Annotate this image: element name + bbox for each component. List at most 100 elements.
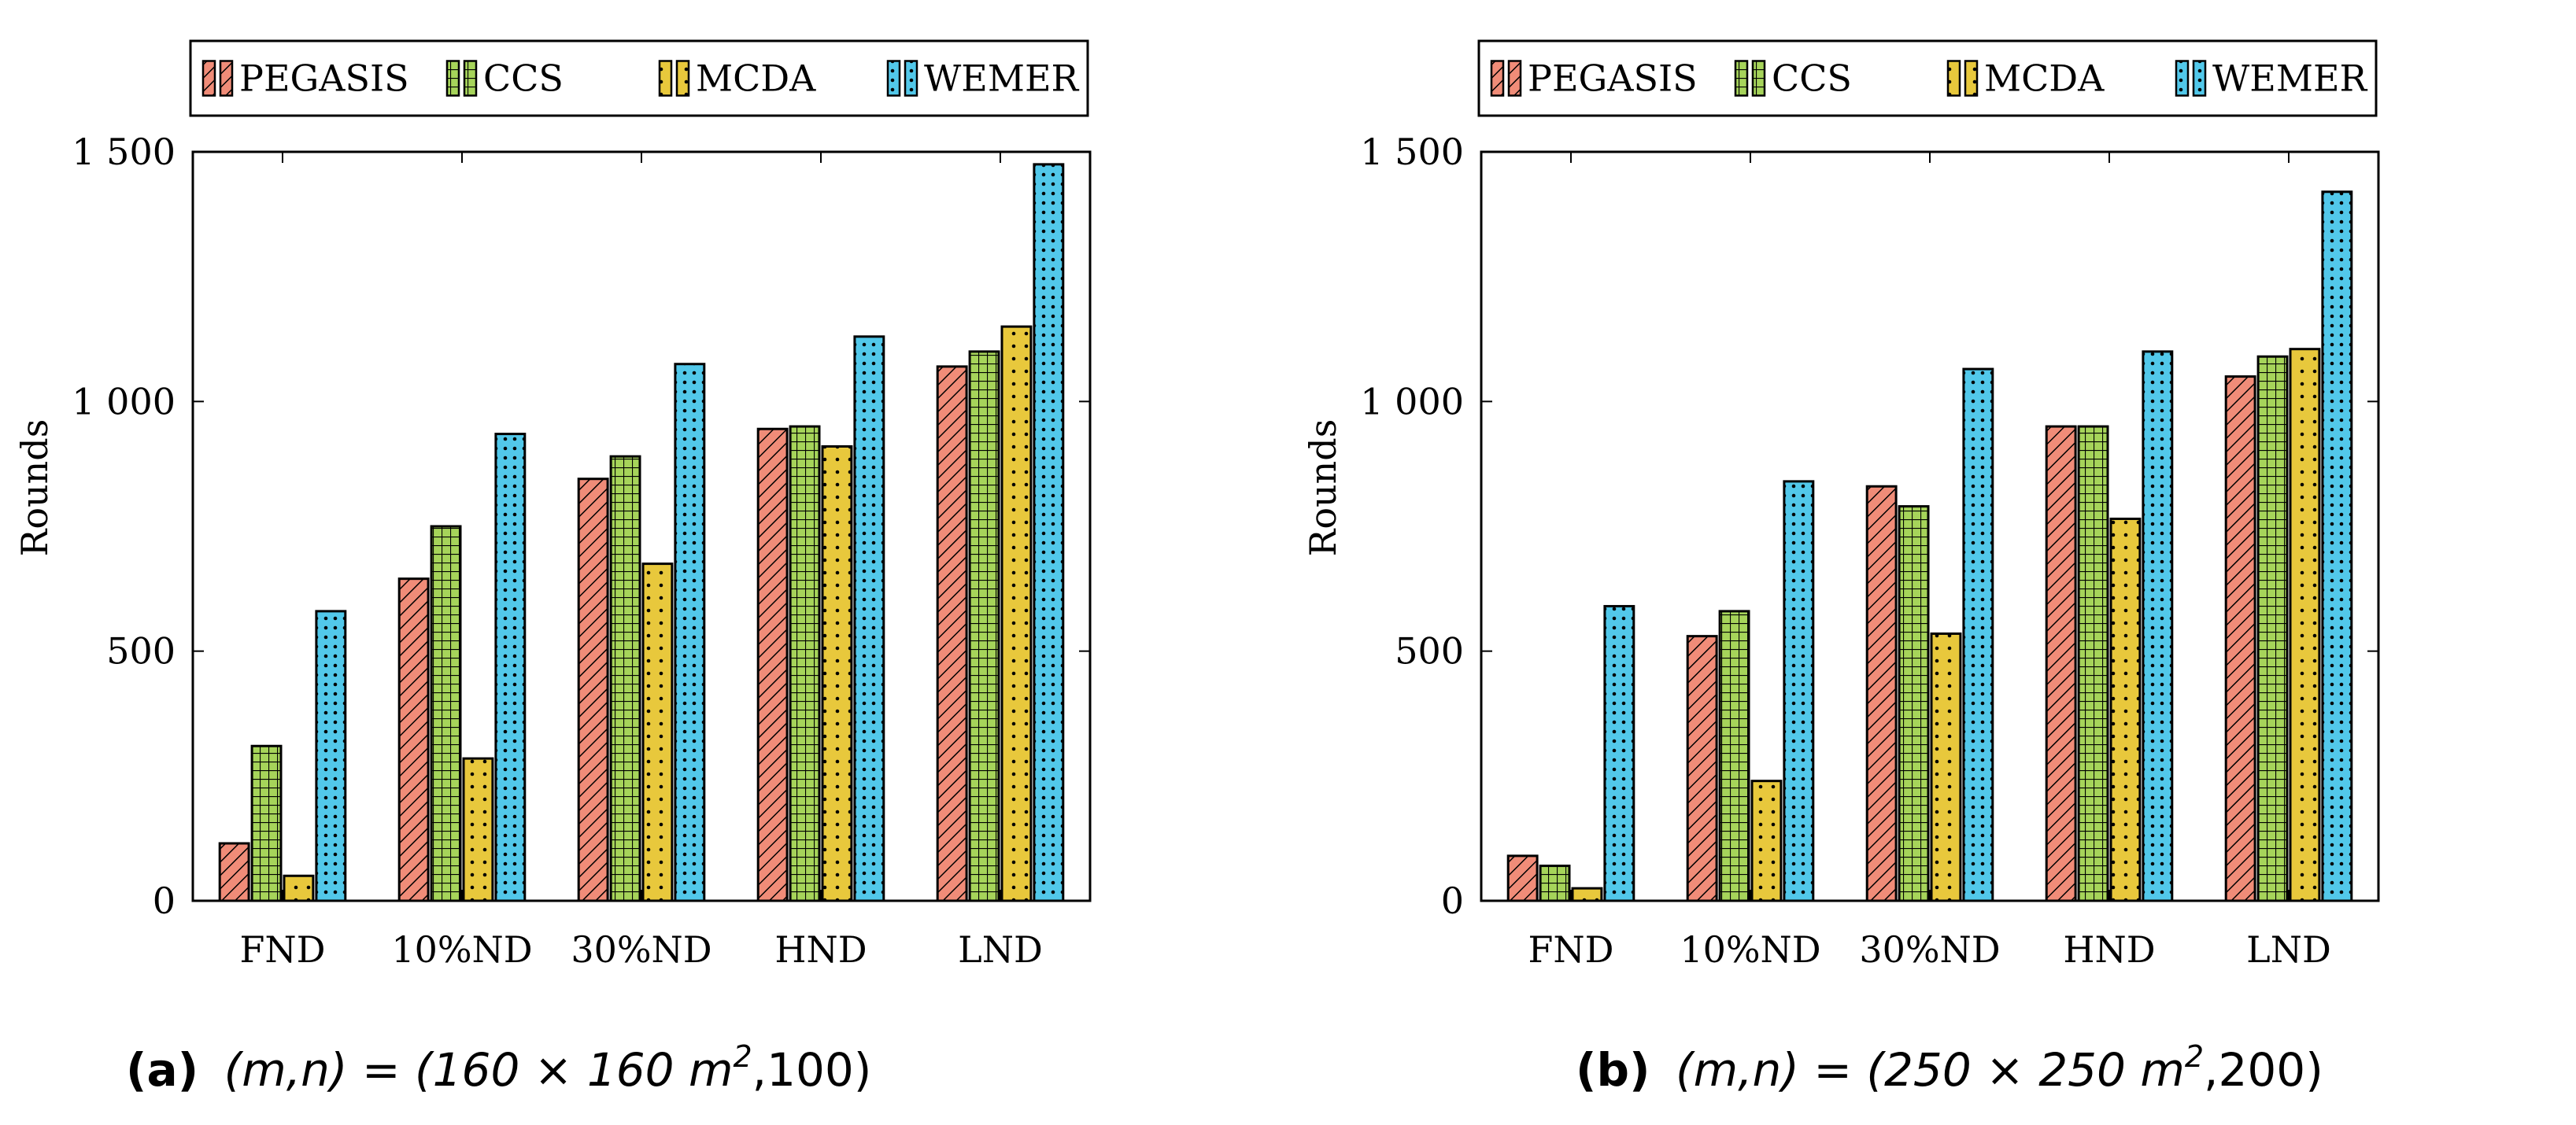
bar-wemer-lnd (1033, 163, 1065, 902)
bar-ccs-30pctnd (1898, 505, 1930, 902)
legend-swatch-ccs (1751, 60, 1766, 97)
bar-wemer-30pctnd (1962, 367, 1994, 902)
bar-pegasis-hnd (2045, 425, 2077, 902)
bar-mcda-30pctnd (641, 562, 674, 902)
legend-swatch-wemer (904, 60, 918, 97)
bar-wemer-10pctnd (1783, 480, 1815, 902)
bar-ccs-30pctnd (609, 455, 641, 902)
legend-item-pegasis: PEGASIS (201, 57, 409, 100)
legend-item-pegasis: PEGASIS (1490, 57, 1698, 100)
x-tick-label-30pctnd: 30%ND (1859, 928, 2000, 971)
bar-pegasis-hnd (756, 427, 789, 902)
x-tick-label-30pctnd: 30%ND (571, 928, 711, 971)
subfigure-caption: (a) (m,n) = (160 × 160 m2,100) (126, 1039, 871, 1097)
legend-item-wemer: WEMER (2175, 57, 2368, 100)
x-tick-label-10pctnd: 10%ND (1680, 928, 1820, 971)
subfigure-label: (b) (1576, 1043, 1650, 1097)
bar-mcda-30pctnd (1930, 632, 1962, 902)
y-tick-label: 0 (153, 880, 176, 922)
legend-swatch-ccs (1734, 60, 1749, 97)
y-tick-label: 1 000 (72, 380, 176, 422)
legend-swatch-pegasis (1490, 60, 1505, 97)
legend-label-mcda: MCDA (696, 57, 816, 100)
legend-swatch-mcda (1946, 60, 1961, 97)
y-tick-label: 500 (1395, 630, 1464, 673)
legend-swatch-pegasis (1507, 60, 1522, 97)
legend-swatch-pegasis (201, 60, 216, 97)
x-tick-label-lnd: LND (2246, 928, 2331, 971)
legend-label-pegasis: PEGASIS (1528, 57, 1698, 100)
bar-wemer-hnd (853, 335, 885, 902)
caption-text: (m,n) = (250 × 250 m (1676, 1043, 2185, 1097)
legend-label-wemer: WEMER (2212, 57, 2368, 100)
legend-box (1477, 39, 2378, 117)
bar-mcda-hnd (821, 444, 853, 902)
bar-ccs-10pctnd (430, 525, 462, 902)
subfigure-label: (a) (126, 1043, 198, 1097)
caption-superscript: 2 (733, 1039, 752, 1074)
bar-mcda-hnd (2109, 517, 2142, 902)
legend-item-mcda: MCDA (1946, 57, 2105, 100)
legend: PEGASIS CCS MCDA WEMER (189, 39, 1089, 117)
bar-wemer-lnd (2321, 190, 2353, 902)
bar-wemer-hnd (2142, 350, 2174, 902)
bar-pegasis-10pctnd (397, 577, 430, 902)
bar-mcda-lnd (2289, 348, 2321, 902)
y-tick-label: 500 (106, 630, 176, 673)
x-tick-label-hnd: HND (774, 928, 867, 971)
legend-swatch-mcda (1964, 60, 1979, 97)
bar-ccs-lnd (2256, 355, 2289, 902)
chart-panel-b: PEGASIS CCS MCDA WEMER Rounds 0 500 1 000 1 50… (1288, 0, 2576, 1125)
y-tick-label: 0 (1441, 880, 1464, 922)
y-axis-label: Rounds (13, 419, 56, 557)
bar-mcda-lnd (1000, 325, 1033, 902)
bar-mcda-fnd (283, 874, 315, 902)
caption-text-end: ,100) (752, 1043, 872, 1097)
legend-swatch-wemer (2192, 60, 2207, 97)
bar-ccs-lnd (968, 350, 1000, 902)
legend-label-mcda: MCDA (1984, 57, 2105, 100)
legend-label-pegasis: PEGASIS (239, 57, 409, 100)
legend-swatch-ccs (463, 60, 478, 97)
bar-pegasis-lnd (936, 365, 968, 902)
bar-ccs-hnd (789, 425, 821, 902)
legend-swatch-wemer (886, 60, 901, 97)
legend-label-ccs: CCS (1772, 57, 1852, 100)
bar-pegasis-lnd (2224, 375, 2256, 902)
bar-mcda-10pctnd (1750, 780, 1783, 902)
legend: PEGASIS CCS MCDA WEMER (1477, 39, 2378, 117)
bar-pegasis-30pctnd (1865, 485, 1898, 902)
plot-area: 0 500 1 000 1 500 FND 10%ND 30%ND HND LND (1360, 131, 2380, 971)
bar-ccs-fnd (1539, 865, 1571, 902)
x-tick-label-lnd: LND (958, 928, 1043, 971)
x-tick-label-fnd: FND (239, 928, 325, 971)
x-tick-label-10pctnd: 10%ND (391, 928, 532, 971)
legend-item-wemer: WEMER (886, 57, 1080, 100)
bar-chart-a: PEGASIS CCS MCDA WEMER Rounds 0 500 1 000 1 50… (13, 39, 1092, 1097)
y-tick-label: 1 000 (1360, 380, 1464, 422)
legend-swatch-ccs (445, 60, 460, 97)
bar-mcda-fnd (1571, 887, 1603, 902)
y-tick-label: 1 500 (72, 131, 176, 173)
y-tick-label: 1 500 (1360, 131, 1464, 173)
legend-item-ccs: CCS (1734, 57, 1852, 100)
x-tick-label-hnd: HND (2063, 928, 2155, 971)
y-axis-label: Rounds (1302, 419, 1344, 557)
bar-mcda-10pctnd (462, 757, 494, 902)
bar-pegasis-30pctnd (577, 478, 609, 902)
subfigure-caption: (b) (m,n) = (250 × 250 m2,200) (1576, 1039, 2323, 1097)
bar-ccs-hnd (2077, 425, 2109, 902)
legend-label-ccs: CCS (483, 57, 564, 100)
caption-text-end: ,200) (2204, 1043, 2323, 1097)
legend-box (189, 39, 1089, 117)
bar-ccs-10pctnd (1718, 610, 1750, 902)
caption-text: (m,n) = (160 × 160 m (224, 1043, 734, 1097)
legend-item-mcda: MCDA (658, 57, 816, 100)
x-tick-label-fnd: FND (1528, 928, 1613, 971)
legend-swatch-wemer (2175, 60, 2190, 97)
bar-wemer-fnd (315, 610, 347, 902)
bar-pegasis-fnd (1506, 854, 1539, 902)
legend-swatch-mcda (675, 60, 690, 97)
bar-wemer-fnd (1603, 605, 1635, 902)
bar-pegasis-10pctnd (1686, 635, 1718, 902)
